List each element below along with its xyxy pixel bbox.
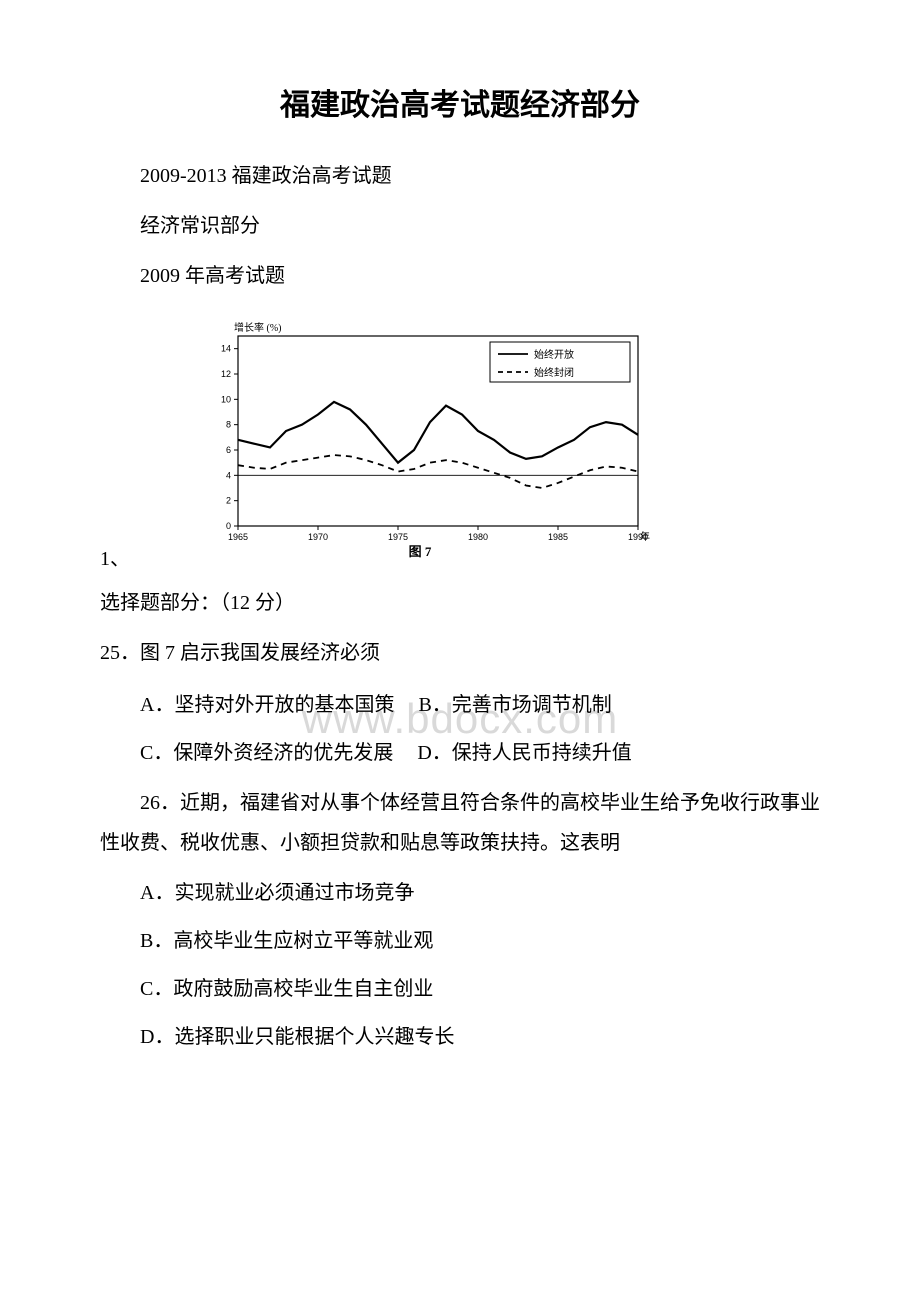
svg-text:始终封闭: 始终封闭 — [534, 366, 574, 379]
q26-stem: 26．近期，福建省对从事个体经营且符合条件的高校毕业生给予免收行政事业性收费、税… — [100, 783, 820, 863]
q25-option-c: C．保障外资经济的优先发展 — [140, 742, 393, 764]
q26-option-d: D．选择职业只能根据个人兴趣专长 — [100, 1013, 820, 1061]
q26-option-b: B．高校毕业生应树立平等就业观 — [100, 917, 820, 965]
svg-text:1970: 1970 — [308, 532, 328, 542]
q25-option-d: D．保持人民币持续升值 — [417, 742, 631, 764]
svg-text:0: 0 — [226, 521, 231, 531]
svg-text:4: 4 — [226, 470, 231, 480]
svg-text:6: 6 — [226, 445, 231, 455]
header-line-1: 2009-2013 福建政治高考试题 — [100, 154, 820, 198]
svg-text:1965: 1965 — [228, 532, 248, 542]
q25-options-ab: A．坚持对外开放的基本国策 B．完善市场调节机制 — [100, 681, 820, 729]
svg-text:增长率 (%): 增长率 (%) — [234, 321, 282, 334]
svg-text:14: 14 — [221, 344, 231, 354]
section-label: 选择题部分：（12 分） — [100, 581, 820, 625]
q25-stem: 25．图 7 启示我国发展经济必须 — [100, 631, 820, 675]
document-content: 福建政治高考试题经济部分 2009-2013 福建政治高考试题 经济常识部分 2… — [100, 80, 820, 1061]
svg-text:1985: 1985 — [548, 532, 568, 542]
page-title: 福建政治高考试题经济部分 — [100, 80, 820, 124]
list-marker: 1、 — [100, 542, 130, 571]
svg-text:12: 12 — [221, 369, 231, 379]
q26-option-c: C．政府鼓励高校毕业生自主创业 — [100, 965, 820, 1013]
svg-text:2: 2 — [226, 496, 231, 506]
q25-option-a: A．坚持对外开放的基本国策 — [140, 694, 394, 716]
header-line-2: 经济常识部分 — [100, 204, 820, 248]
svg-text:1980: 1980 — [468, 532, 488, 542]
svg-text:始终开放: 始终开放 — [534, 348, 574, 361]
chart-container: 02468101214196519701975198019851990增长率 (… — [190, 318, 650, 563]
svg-text:图 7: 图 7 — [409, 544, 432, 558]
chart-row: 1、 02468101214196519701975198019851990增长… — [100, 308, 820, 571]
header-line-3: 2009 年高考试题 — [100, 254, 820, 298]
q26-option-a: A．实现就业必须通过市场竞争 — [100, 869, 820, 917]
svg-text:8: 8 — [226, 420, 231, 430]
svg-text:年份: 年份 — [640, 530, 650, 543]
q25-options-cd: C．保障外资经济的优先发展 D．保持人民币持续升值 — [100, 729, 820, 777]
svg-text:1975: 1975 — [388, 532, 408, 542]
svg-text:10: 10 — [221, 394, 231, 404]
chart-figure: 02468101214196519701975198019851990增长率 (… — [190, 318, 650, 558]
q25-option-b: B．完善市场调节机制 — [418, 694, 611, 716]
